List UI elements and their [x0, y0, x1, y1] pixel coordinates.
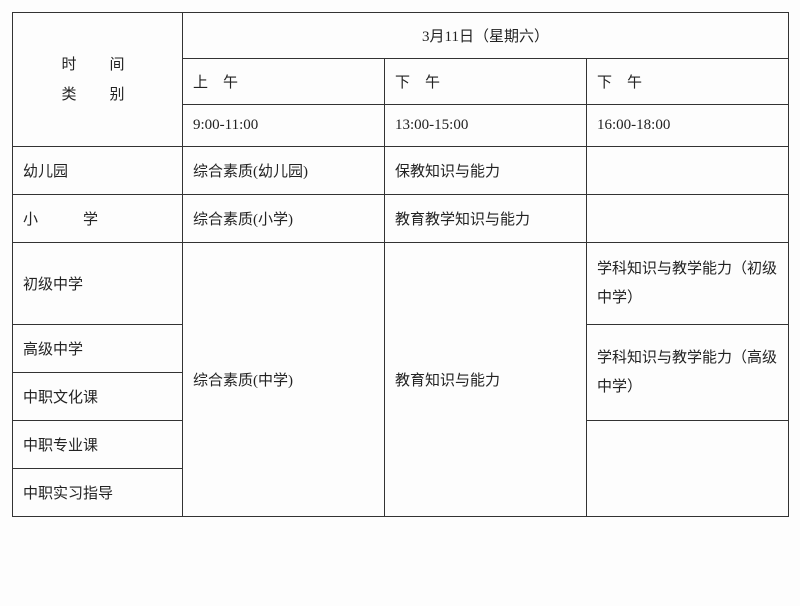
corner-cell: 时 间 类 别 [13, 13, 183, 147]
table-row: 时 间 类 别 3月11日（星期六） [13, 13, 789, 59]
table-row: 初级中学 综合素质(中学) 教育知识与能力 学科知识与教学能力（初级中学） [13, 243, 789, 325]
date-header: 3月11日（星期六） [183, 13, 789, 59]
period-morning: 上 午 [183, 59, 385, 105]
row-senior-label: 高级中学 [13, 325, 183, 373]
schedule-table: 时 间 类 别 3月11日（星期六） 上 午 下 午 下 午 9:00-11:0… [12, 12, 789, 517]
time-slot-1: 9:00-11:00 [183, 105, 385, 147]
row-primary-label: 小 学 [13, 195, 183, 243]
period-afternoon-2: 下 午 [587, 59, 789, 105]
table-row: 小 学 综合素质(小学) 教育教学知识与能力 [13, 195, 789, 243]
table-row: 幼儿园 综合素质(幼儿园) 保教知识与能力 [13, 147, 789, 195]
junior-c3: 学科知识与教学能力（初级中学） [587, 243, 789, 325]
middle-c1: 综合素质(中学) [183, 243, 385, 517]
row-voc-culture-label: 中职文化课 [13, 373, 183, 421]
row-kindergarten-c2: 保教知识与能力 [385, 147, 587, 195]
time-slot-2: 13:00-15:00 [385, 105, 587, 147]
period-afternoon-1: 下 午 [385, 59, 587, 105]
row-primary-c2: 教育教学知识与能力 [385, 195, 587, 243]
row-kindergarten-c3 [587, 147, 789, 195]
row-voc-major-label: 中职专业课 [13, 421, 183, 469]
row-junior-label: 初级中学 [13, 243, 183, 325]
row-kindergarten-c1: 综合素质(幼儿园) [183, 147, 385, 195]
middle-c2: 教育知识与能力 [385, 243, 587, 517]
time-slot-3: 16:00-18:00 [587, 105, 789, 147]
time-label: 时 间 [23, 50, 172, 80]
row-primary-c1: 综合素质(小学) [183, 195, 385, 243]
voc-c3-empty [587, 421, 789, 517]
row-primary-c3 [587, 195, 789, 243]
row-voc-intern-label: 中职实习指导 [13, 469, 183, 517]
senior-c3: 学科知识与教学能力（高级中学） [587, 325, 789, 421]
row-kindergarten-label: 幼儿园 [13, 147, 183, 195]
category-label: 类 别 [23, 80, 172, 110]
